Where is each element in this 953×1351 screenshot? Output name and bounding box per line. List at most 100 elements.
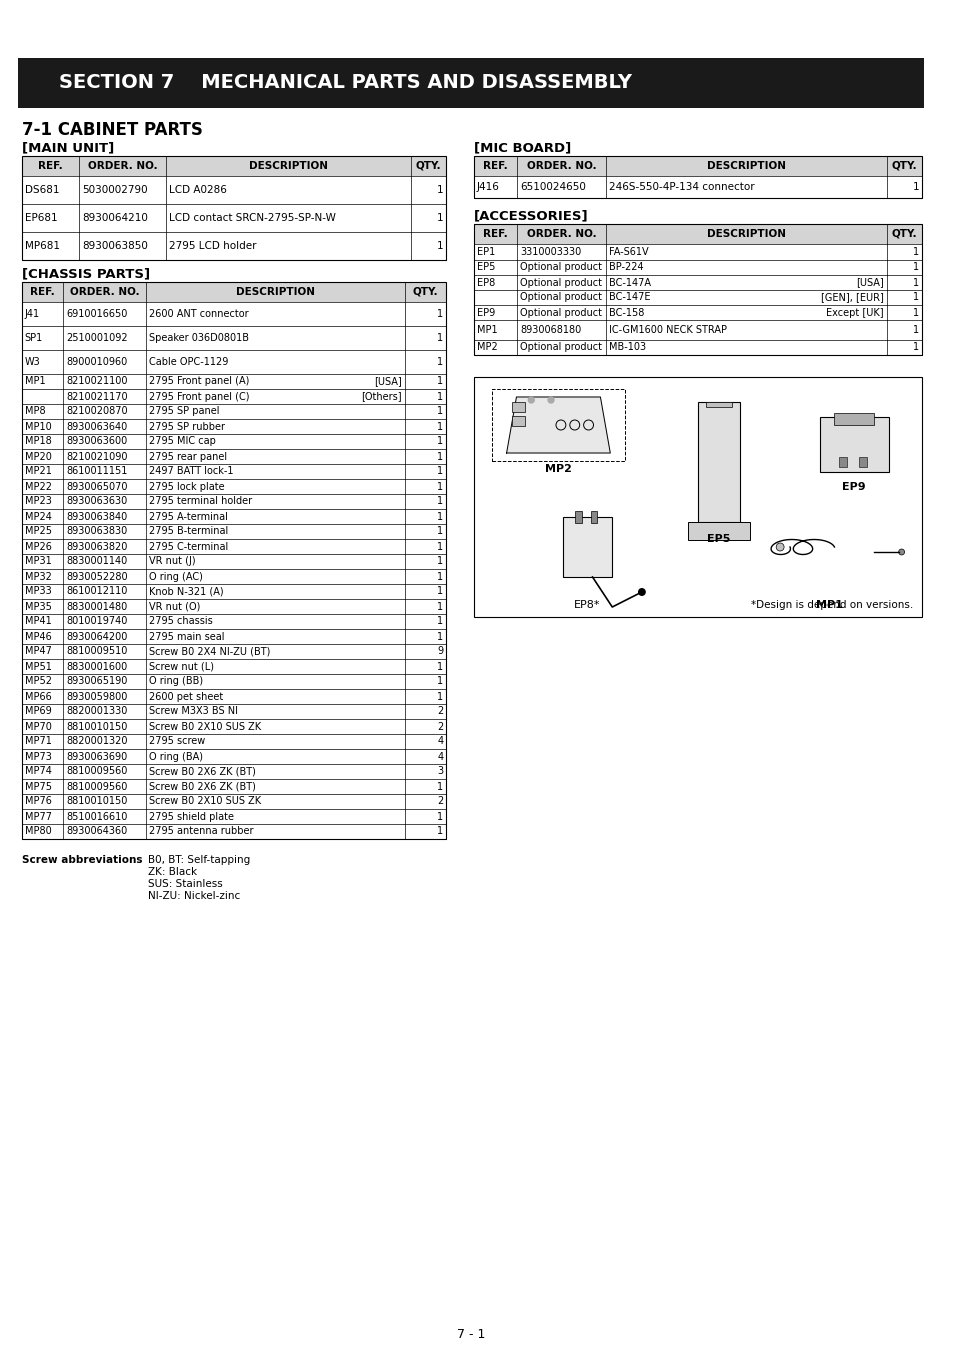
Bar bbox=[574, 511, 581, 523]
Text: MP1: MP1 bbox=[25, 377, 45, 386]
Text: 1: 1 bbox=[912, 247, 919, 257]
Text: 2497 BATT lock-1: 2497 BATT lock-1 bbox=[149, 466, 233, 477]
Text: MP46: MP46 bbox=[25, 631, 51, 642]
Text: REF.: REF. bbox=[483, 230, 508, 239]
Text: 1: 1 bbox=[912, 182, 919, 192]
Text: 8610011151: 8610011151 bbox=[66, 466, 128, 477]
Text: 2795 MIC cap: 2795 MIC cap bbox=[149, 436, 215, 446]
Text: 9: 9 bbox=[436, 647, 443, 657]
Text: 8010019740: 8010019740 bbox=[66, 616, 128, 627]
Text: Screw abbreviations: Screw abbreviations bbox=[22, 855, 142, 865]
Text: 8810009560: 8810009560 bbox=[66, 766, 128, 777]
Text: 8930064360: 8930064360 bbox=[66, 827, 128, 836]
Text: 1: 1 bbox=[436, 812, 443, 821]
Text: 8830001600: 8830001600 bbox=[66, 662, 128, 671]
Text: QTY.: QTY. bbox=[891, 161, 917, 172]
Text: Optional product: Optional product bbox=[520, 308, 601, 317]
Text: 1: 1 bbox=[912, 326, 919, 335]
Text: 1: 1 bbox=[436, 631, 443, 642]
Text: 8930063630: 8930063630 bbox=[66, 497, 128, 507]
Text: 6510024650: 6510024650 bbox=[520, 182, 586, 192]
Text: EP8*: EP8* bbox=[574, 600, 600, 611]
Text: 8930063830: 8930063830 bbox=[66, 527, 128, 536]
Text: 8930063840: 8930063840 bbox=[66, 512, 128, 521]
Text: 2: 2 bbox=[436, 707, 443, 716]
Text: 8810009510: 8810009510 bbox=[66, 647, 128, 657]
Text: 8930063850: 8930063850 bbox=[82, 240, 148, 251]
Text: 246S-550-4P-134 connector: 246S-550-4P-134 connector bbox=[609, 182, 754, 192]
Text: 8210021100: 8210021100 bbox=[66, 377, 128, 386]
Text: 1: 1 bbox=[912, 308, 919, 317]
Text: MP1: MP1 bbox=[815, 600, 842, 611]
Text: 8830001140: 8830001140 bbox=[66, 557, 128, 566]
Text: 8930065190: 8930065190 bbox=[66, 677, 128, 686]
Text: EP5: EP5 bbox=[706, 534, 730, 544]
Text: MP75: MP75 bbox=[25, 781, 51, 792]
Circle shape bbox=[528, 397, 534, 403]
Text: 2795 B-terminal: 2795 B-terminal bbox=[149, 527, 228, 536]
Text: REF.: REF. bbox=[38, 161, 63, 172]
Text: MP8: MP8 bbox=[25, 407, 45, 416]
Text: VR nut (O): VR nut (O) bbox=[149, 601, 200, 612]
Text: LCD A0286: LCD A0286 bbox=[169, 185, 227, 195]
Text: O ring (BB): O ring (BB) bbox=[149, 677, 203, 686]
Text: QTY.: QTY. bbox=[413, 286, 438, 297]
Text: MP77: MP77 bbox=[25, 812, 51, 821]
Text: J41: J41 bbox=[25, 309, 40, 319]
Text: BC-147A: BC-147A bbox=[609, 277, 651, 288]
Text: 1: 1 bbox=[436, 185, 443, 195]
Bar bbox=[698, 403, 739, 521]
Text: REF.: REF. bbox=[483, 161, 508, 172]
Text: [USA]: [USA] bbox=[374, 377, 401, 386]
Text: Speaker 036D0801B: Speaker 036D0801B bbox=[149, 332, 249, 343]
Text: 1: 1 bbox=[912, 277, 919, 288]
Text: Optional product: Optional product bbox=[520, 293, 601, 303]
Text: 1: 1 bbox=[436, 601, 443, 612]
Text: O ring (BA): O ring (BA) bbox=[149, 751, 203, 762]
Text: MP80: MP80 bbox=[25, 827, 51, 836]
Text: 1: 1 bbox=[436, 481, 443, 492]
Text: Optional product: Optional product bbox=[520, 277, 601, 288]
Text: MP23: MP23 bbox=[25, 497, 51, 507]
Text: 2795 screw: 2795 screw bbox=[149, 736, 205, 747]
Bar bbox=[834, 413, 873, 426]
Text: 1: 1 bbox=[436, 357, 443, 367]
Bar bbox=[562, 517, 612, 577]
Text: 8930063640: 8930063640 bbox=[66, 422, 128, 431]
Text: 6910016650: 6910016650 bbox=[66, 309, 128, 319]
Text: 1: 1 bbox=[912, 343, 919, 353]
Text: MP32: MP32 bbox=[25, 571, 51, 581]
Text: 1: 1 bbox=[436, 557, 443, 566]
Bar bbox=[474, 155, 922, 176]
Text: MP10: MP10 bbox=[25, 422, 51, 431]
Text: DESCRIPTION: DESCRIPTION bbox=[249, 161, 328, 172]
Text: Optional product: Optional product bbox=[520, 262, 601, 273]
Text: MP73: MP73 bbox=[25, 751, 51, 762]
Text: SUS: Stainless: SUS: Stainless bbox=[148, 880, 223, 889]
Text: 7 - 1: 7 - 1 bbox=[456, 1328, 485, 1342]
Text: 1: 1 bbox=[436, 677, 443, 686]
Text: [ACCESSORIES]: [ACCESSORIES] bbox=[474, 209, 588, 223]
Text: 1: 1 bbox=[436, 466, 443, 477]
Text: 8930065070: 8930065070 bbox=[66, 481, 128, 492]
Text: MP22: MP22 bbox=[25, 481, 51, 492]
Text: 1: 1 bbox=[436, 377, 443, 386]
Text: MP25: MP25 bbox=[25, 527, 51, 536]
Text: Knob N-321 (A): Knob N-321 (A) bbox=[149, 586, 224, 597]
Text: 1: 1 bbox=[436, 451, 443, 462]
Circle shape bbox=[898, 549, 903, 555]
Text: MP1: MP1 bbox=[476, 326, 497, 335]
Text: 5030002790: 5030002790 bbox=[82, 185, 148, 195]
Text: 2795 chassis: 2795 chassis bbox=[149, 616, 213, 627]
Text: 8810010150: 8810010150 bbox=[66, 721, 128, 731]
Text: DESCRIPTION: DESCRIPTION bbox=[706, 230, 785, 239]
Text: 3310003330: 3310003330 bbox=[520, 247, 581, 257]
Text: 1: 1 bbox=[436, 571, 443, 581]
Text: EP9: EP9 bbox=[841, 482, 865, 492]
Text: 1: 1 bbox=[436, 527, 443, 536]
Text: REF.: REF. bbox=[30, 286, 54, 297]
Text: 2600 ANT connector: 2600 ANT connector bbox=[149, 309, 249, 319]
Text: MP33: MP33 bbox=[25, 586, 51, 597]
Bar bbox=[22, 155, 446, 176]
Text: MP52: MP52 bbox=[25, 677, 51, 686]
